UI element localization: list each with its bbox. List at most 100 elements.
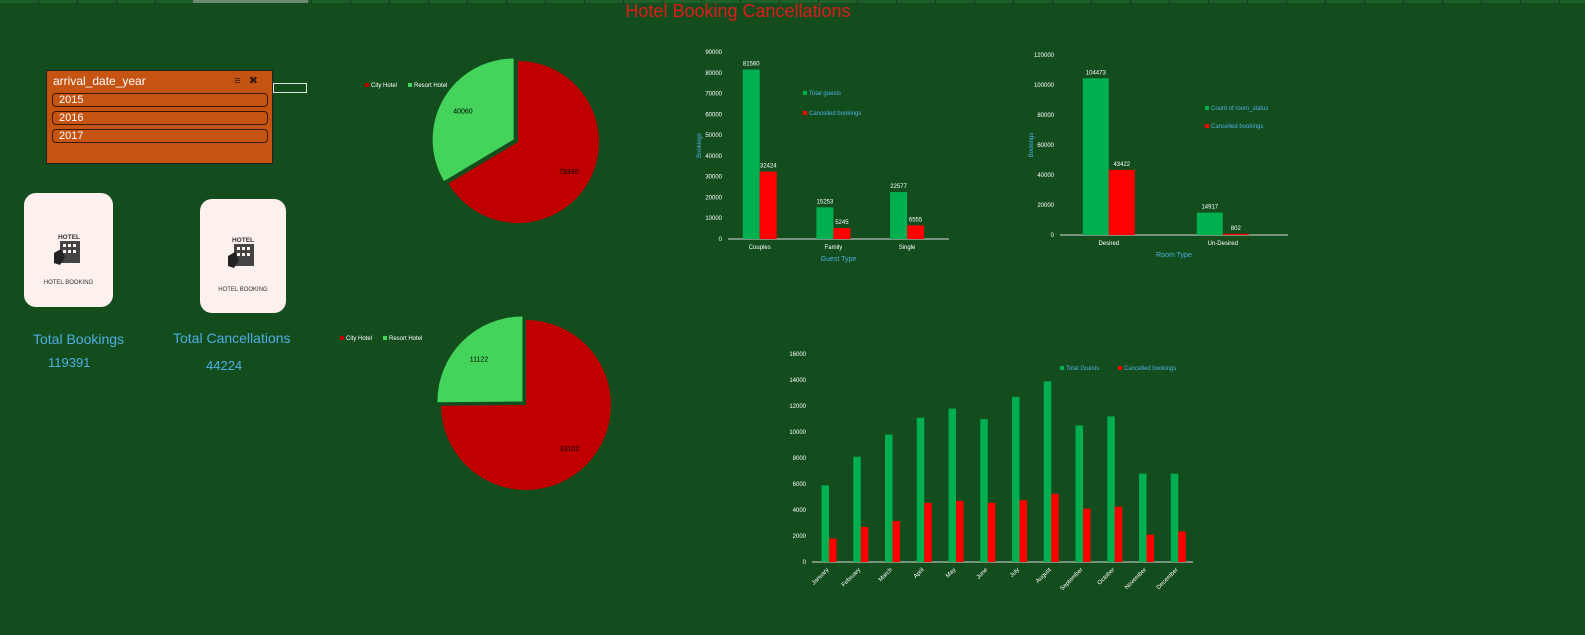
bar-total [1107, 416, 1115, 562]
pie-data-label: 79330 [559, 169, 579, 176]
slicer-controls[interactable]: ≡✖ [234, 74, 266, 87]
bar-cancelled [1051, 493, 1059, 562]
bar-total [742, 69, 760, 240]
x-tick-label: September [1059, 567, 1084, 592]
x-tick-label: June [976, 567, 990, 581]
total-bookings-value: 119391 [48, 355, 91, 370]
bar-cancelled [892, 521, 901, 562]
bar-cancelled [907, 225, 925, 239]
legend-swatch [1118, 366, 1122, 370]
bar-cancelled [987, 502, 996, 562]
bar-total [1139, 473, 1147, 562]
legend-label: City Hotel [346, 336, 372, 342]
y-tick-label: 20000 [1037, 203, 1054, 209]
total-cancellations-label: Total Cancellations [173, 330, 291, 346]
data-label: 15253 [817, 199, 834, 205]
hotel-building-icon: HOTEL [228, 237, 254, 268]
y-axis-title: Bookings [1029, 133, 1035, 158]
bar-cancelled [860, 526, 869, 562]
y-tick-label: 6000 [793, 482, 807, 488]
y-tick-label: 10000 [789, 430, 806, 436]
bar-cancelled [1114, 506, 1123, 562]
y-tick-label: 4000 [793, 508, 807, 514]
y-tick-label: 30000 [705, 175, 722, 181]
legend-swatch [1205, 124, 1209, 128]
multi-select-icon[interactable]: ≡ [234, 75, 249, 87]
y-tick-label: 20000 [705, 195, 722, 201]
bar-cancelled [1083, 508, 1091, 562]
svg-text:HOTEL: HOTEL [232, 237, 254, 244]
data-label: 802 [1231, 226, 1242, 232]
slicer-item-2017[interactable]: 2017 [52, 129, 268, 143]
legend-label: Cancelled bookings [1124, 366, 1176, 372]
legend-label: Resort Hotel [389, 336, 422, 342]
y-tick-label: 90000 [705, 50, 722, 56]
bar-total [1170, 473, 1179, 562]
bar-total [816, 207, 834, 239]
legend-label: Count of room_status [1211, 106, 1268, 112]
bar-cancelled [829, 538, 837, 562]
data-label: 6555 [909, 217, 923, 223]
x-tick-label: July [1009, 567, 1021, 579]
legend-label: City Hotel [371, 83, 397, 89]
legend-label: Cancelled bookings [809, 111, 861, 117]
card-caption: HOTEL BOOKING [218, 287, 268, 293]
y-tick-label: 50000 [705, 133, 722, 139]
y-tick-label: 60000 [1037, 143, 1054, 149]
y-tick-label: 80000 [705, 71, 722, 77]
y-tick-label: 80000 [1037, 113, 1054, 119]
bar-cancelled [1146, 534, 1155, 562]
hotel-type-bookings-pie-chart: 79330 40060 City Hotel Resort Hotel [365, 58, 599, 223]
clear-filter-icon[interactable]: ✖ [248, 75, 266, 87]
hotel-building-icon: HOTEL [53, 234, 80, 265]
y-tick-label: 2000 [793, 534, 807, 540]
legend-swatch [408, 83, 412, 87]
y-tick-label: 40000 [705, 154, 722, 160]
resize-handle[interactable] [273, 83, 307, 93]
pie-slice-resort-hotel [432, 58, 514, 181]
y-tick-label: 40000 [1037, 173, 1054, 179]
legend-swatch [1060, 366, 1064, 370]
pie-slice-city-hotel [441, 320, 611, 490]
year-slicer[interactable]: arrival_date_year ≡✖ 2015 2016 2017 [46, 70, 273, 164]
slicer-item-2016[interactable]: 2016 [52, 111, 268, 125]
selected-columns [193, 0, 308, 3]
x-tick-label: April [913, 567, 926, 580]
data-label: 104473 [1086, 70, 1107, 76]
legend-swatch [340, 336, 344, 340]
x-tick-label: October [1097, 567, 1116, 586]
total-bookings-card: HOTEL HOTEL BOOKING [24, 193, 113, 307]
y-tick-label: 0 [719, 237, 723, 243]
data-label: 14917 [1201, 205, 1218, 211]
guest-type-bar-chart: 0 10000 20000 30000 40000 50000 60000 70000 8000… [697, 50, 949, 263]
bar-total [916, 417, 925, 562]
data-label: 32424 [760, 164, 777, 170]
bar-cancelled [1108, 169, 1135, 235]
legend-swatch [383, 336, 387, 340]
x-tick-label: November [1124, 567, 1148, 591]
legend-swatch [365, 83, 369, 87]
legend-swatch [803, 91, 807, 95]
pie-data-label: 33102 [560, 446, 580, 453]
x-tick-label: December [1156, 567, 1180, 591]
x-tick-label: May [945, 567, 957, 579]
bar-total [1043, 381, 1052, 562]
x-tick-label: Un-Desired [1208, 241, 1238, 247]
pie-slice-city-hotel [448, 61, 599, 223]
pie-data-label: 11122 [470, 356, 489, 363]
x-axis-title: Guest Type [821, 256, 857, 263]
x-tick-label: Family [825, 245, 843, 251]
legend-swatch [803, 111, 807, 115]
y-tick-label: 120000 [1034, 53, 1055, 59]
bar-cancelled [956, 500, 964, 562]
data-label: 81560 [743, 62, 760, 68]
slicer-item-2015[interactable]: 2015 [52, 93, 268, 107]
bar-total [1196, 212, 1223, 235]
y-tick-label: 70000 [705, 92, 722, 98]
bar-total [1012, 396, 1020, 562]
card-caption: HOTEL BOOKING [43, 280, 94, 286]
x-tick-label: February [841, 567, 862, 588]
data-label: 43422 [1113, 162, 1130, 168]
bar-total [821, 485, 830, 562]
bar-cancelled [1178, 531, 1186, 562]
